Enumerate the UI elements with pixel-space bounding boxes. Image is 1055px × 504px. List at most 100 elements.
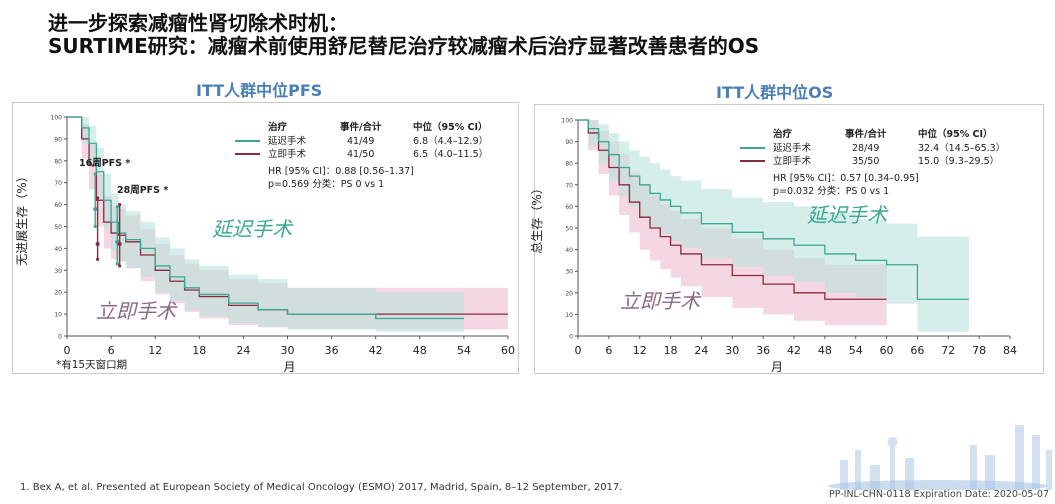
pfs-landmark-immediate-point [117,242,122,247]
os-x-tick-label: 18 [664,344,678,357]
os-delayed-ci-band [578,120,969,332]
os-chart-title: ITT人群中位OS [716,83,834,102]
pfs-x-tick-label: 54 [457,344,471,357]
os-y-tick-label: 90 [565,139,573,146]
pfs-x-axis-label: 月 [283,360,295,374]
os-legend-row-median: 32.4（14.5–65.3） [918,142,1005,154]
pfs-legend-row-median: 6.8（4.4–12.9） [413,135,488,147]
os-p-value: p=0.032 分类：PS 0 vs 1 [773,185,889,197]
pfs-legend-row-name: 延迟手术 [268,135,307,147]
pfs-landmark-delayed-cap [93,224,97,229]
pfs-landmark-immediate-point [95,242,100,247]
pfs-y-axis-label: 无进展生存（%） [15,170,29,265]
pfs-hazard-ratio: HR [95% CI]：0.88 [0.56–1.37] [268,166,414,177]
pfs-y-tick-label: 10 [54,312,62,319]
pfs-legend-header-treatment: 治疗 [268,121,288,133]
os-legend-row-events: 28/49 [852,143,879,154]
os-y-tick-label: 40 [565,247,573,254]
os-x-tick-label: 54 [849,344,863,357]
os-legend-header-median: 中位（95% CI） [918,128,993,140]
os-delayed-curve-label: 延迟手术 [807,203,889,227]
os-hazard-ratio: HR [95% CI]：0.57 [0.34–0.95] [773,173,919,184]
os-y-tick-label: 10 [565,312,573,319]
pfs-x-tick-label: 48 [413,344,427,357]
pfs-x-tick-label: 18 [192,344,206,357]
pfs-y-tick-label: 100 [51,115,63,122]
pfs-delayed-ci-band [67,117,464,332]
slide-title-line1: 进一步探索减瘤性肾切除术时机： [48,11,348,35]
expiry-code: PP-INL-CHN-0118 Expiration Date: 2020-05… [828,489,1049,500]
os-x-tick-label: 84 [1003,344,1017,357]
os-y-tick-label: 80 [565,161,573,168]
pfs-x-tick-label: 0 [64,344,71,357]
pfs-x-tick-label: 24 [236,344,250,357]
pfs-landmark-delayed-cap [115,205,119,209]
pfs-landmark-immediate-cap [96,196,100,200]
os-legend-row-name: 延迟手术 [773,142,812,154]
pfs-legend-row-median: 6.5（4.0–11.5） [413,148,488,160]
reference-footnote: 1. Bex A, et al. Presented at European S… [20,482,623,493]
pfs-immediate-curve-label: 立即手术 [96,299,178,323]
os-x-tick-label: 36 [756,344,770,357]
pfs-legend-header-median: 中位（95% CI） [413,121,488,133]
os-x-tick-label: 24 [694,344,708,357]
slide-title-line2: SURTIME研究：减瘤术前使用舒尼替尼治疗较减瘤术后治疗显著改善患者的OS [48,34,760,58]
pfs-delayed-line [67,116,464,320]
pfs-landmark-delayed-point [93,206,98,211]
pfs-window-footnote: *有15天窗口期 [56,358,127,371]
os-y-tick-label: 100 [562,118,574,125]
os-x-tick-label: 6 [605,344,612,357]
pfs-x-tick-label: 30 [281,344,295,357]
pfs-y-tick-label: 50 [54,224,62,231]
os-x-tick-label: 48 [818,344,832,357]
os-x-axis-label: 月 [771,360,783,374]
pfs-legend-row-events: 41/49 [347,136,374,147]
pfs-28wk-label: 28周PFS * [117,185,168,196]
pfs-landmark-immediate-cap [96,257,100,261]
pfs-y-tick-label: 30 [54,268,62,275]
pfs-x-tick-label: 12 [148,344,162,357]
pfs-y-tick-label: 70 [54,180,62,187]
pfs-x-tick-label: 42 [369,344,383,357]
pfs-landmark-delayed-cap [93,172,97,176]
pfs-y-tick-label: 0 [58,334,62,341]
city-skyline-image [828,425,1052,490]
os-legend-row-median: 15.0（9.3–29.5） [918,155,999,167]
pfs-x-tick-label: 36 [325,344,339,357]
pfs-y-tick-label: 20 [54,290,62,297]
os-y-axis-label: 总生存（%） [530,182,544,253]
os-legend-header-treatment: 治疗 [773,128,793,140]
pfs-y-tick-label: 40 [54,246,62,253]
pfs-16wk-label: 16周PFS * [79,158,130,169]
pfs-legend-row-name: 立即手术 [268,148,307,160]
os-y-tick-label: 70 [565,182,573,189]
pfs-p-value: p=0.569 分类：PS 0 vs 1 [268,178,384,190]
os-y-tick-label: 50 [565,226,573,233]
pfs-x-tick-label: 60 [501,344,515,357]
pfs-x-tick-label: 6 [108,344,115,357]
os-legend-header-events: 事件/合计 [845,128,887,140]
pfs-legend-header-events: 事件/合计 [340,121,382,133]
os-immediate-curve-label: 立即手术 [620,289,702,313]
os-x-tick-label: 72 [941,344,955,357]
pfs-delayed-curve-label: 延迟手术 [212,217,294,241]
os-x-tick-label: 66 [910,344,924,357]
pfs-landmark-immediate-cap [118,203,122,207]
pfs-y-tick-label: 90 [54,136,62,143]
os-legend-row-events: 35/50 [852,156,879,167]
os-x-tick-label: 12 [633,344,647,357]
os-x-tick-label: 30 [725,344,739,357]
os-y-tick-label: 20 [565,290,573,297]
os-x-tick-label: 78 [972,344,986,357]
pfs-y-tick-label: 80 [54,158,62,165]
pfs-landmark-delayed-cap [115,262,119,266]
pfs-chart-title: ITT人群中位PFS [196,81,323,100]
os-y-tick-label: 60 [565,204,573,211]
os-x-tick-label: 0 [575,344,582,357]
os-legend-row-name: 立即手术 [773,155,812,167]
os-y-tick-label: 30 [565,269,573,276]
pfs-landmark-immediate-cap [118,264,122,268]
os-x-tick-label: 60 [880,344,894,357]
os-x-tick-label: 42 [787,344,801,357]
